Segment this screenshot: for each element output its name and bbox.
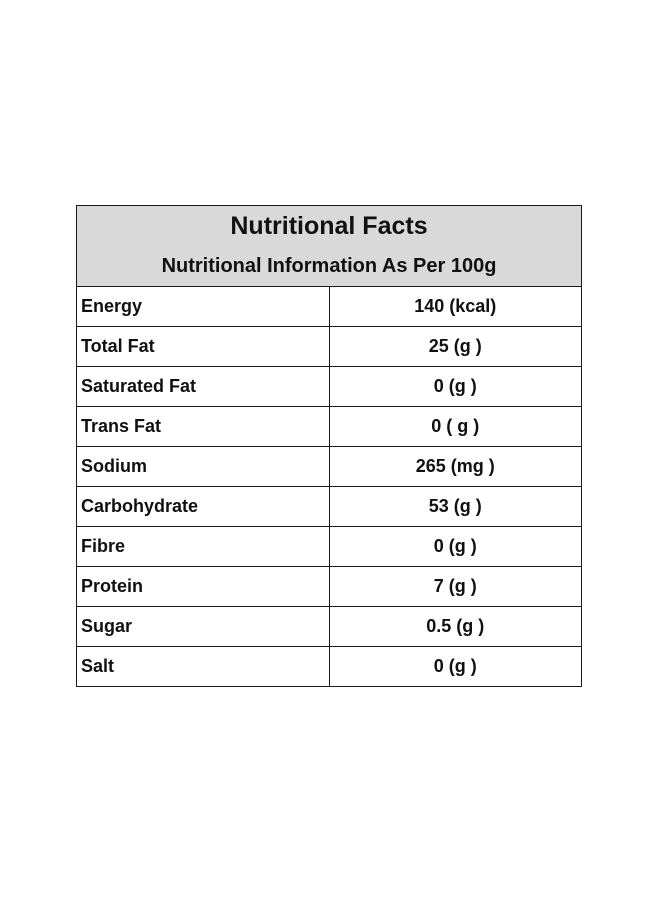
table-title-row: Nutritional Facts — [76, 205, 582, 246]
table-row: Protein 7 (g ) — [76, 566, 582, 607]
table-row: Trans Fat 0 ( g ) — [76, 406, 582, 447]
nutrient-label: Protein — [76, 566, 330, 607]
nutrient-label: Trans Fat — [76, 406, 330, 447]
table-row: Energy 140 (kcal) — [76, 286, 582, 327]
table-row: Sodium 265 (mg ) — [76, 446, 582, 487]
table-subtitle-row: Nutritional Information As Per 100g — [76, 246, 582, 287]
table-row: Salt 0 (g ) — [76, 646, 582, 687]
nutrient-label: Salt — [76, 646, 330, 687]
nutrient-value: 0.5 (g ) — [328, 606, 582, 647]
nutrient-value: 53 (g ) — [328, 486, 582, 527]
nutrient-label: Fibre — [76, 526, 330, 567]
nutrient-value: 265 (mg ) — [328, 446, 582, 487]
table-row: Fibre 0 (g ) — [76, 526, 582, 567]
nutrient-value: 0 (g ) — [328, 526, 582, 567]
nutrient-value: 7 (g ) — [328, 566, 582, 607]
table-row: Sugar 0.5 (g ) — [76, 606, 582, 647]
table-title: Nutritional Facts — [76, 205, 582, 246]
nutrition-facts-table: Nutritional Facts Nutritional Informatio… — [76, 205, 582, 687]
nutrient-value: 0 (g ) — [328, 366, 582, 407]
nutrient-value: 140 (kcal) — [328, 286, 582, 327]
table-subtitle: Nutritional Information As Per 100g — [76, 246, 582, 287]
nutrient-label: Sugar — [76, 606, 330, 647]
nutrient-value: 25 (g ) — [328, 326, 582, 367]
nutrient-label: Carbohydrate — [76, 486, 330, 527]
table-row: Saturated Fat 0 (g ) — [76, 366, 582, 407]
nutrient-label: Saturated Fat — [76, 366, 330, 407]
nutrient-label: Sodium — [76, 446, 330, 487]
nutrient-value: 0 (g ) — [328, 646, 582, 687]
table-row: Carbohydrate 53 (g ) — [76, 486, 582, 527]
nutrient-label: Energy — [76, 286, 330, 327]
nutrient-value: 0 ( g ) — [328, 406, 582, 447]
table-row: Total Fat 25 (g ) — [76, 326, 582, 367]
nutrient-label: Total Fat — [76, 326, 330, 367]
